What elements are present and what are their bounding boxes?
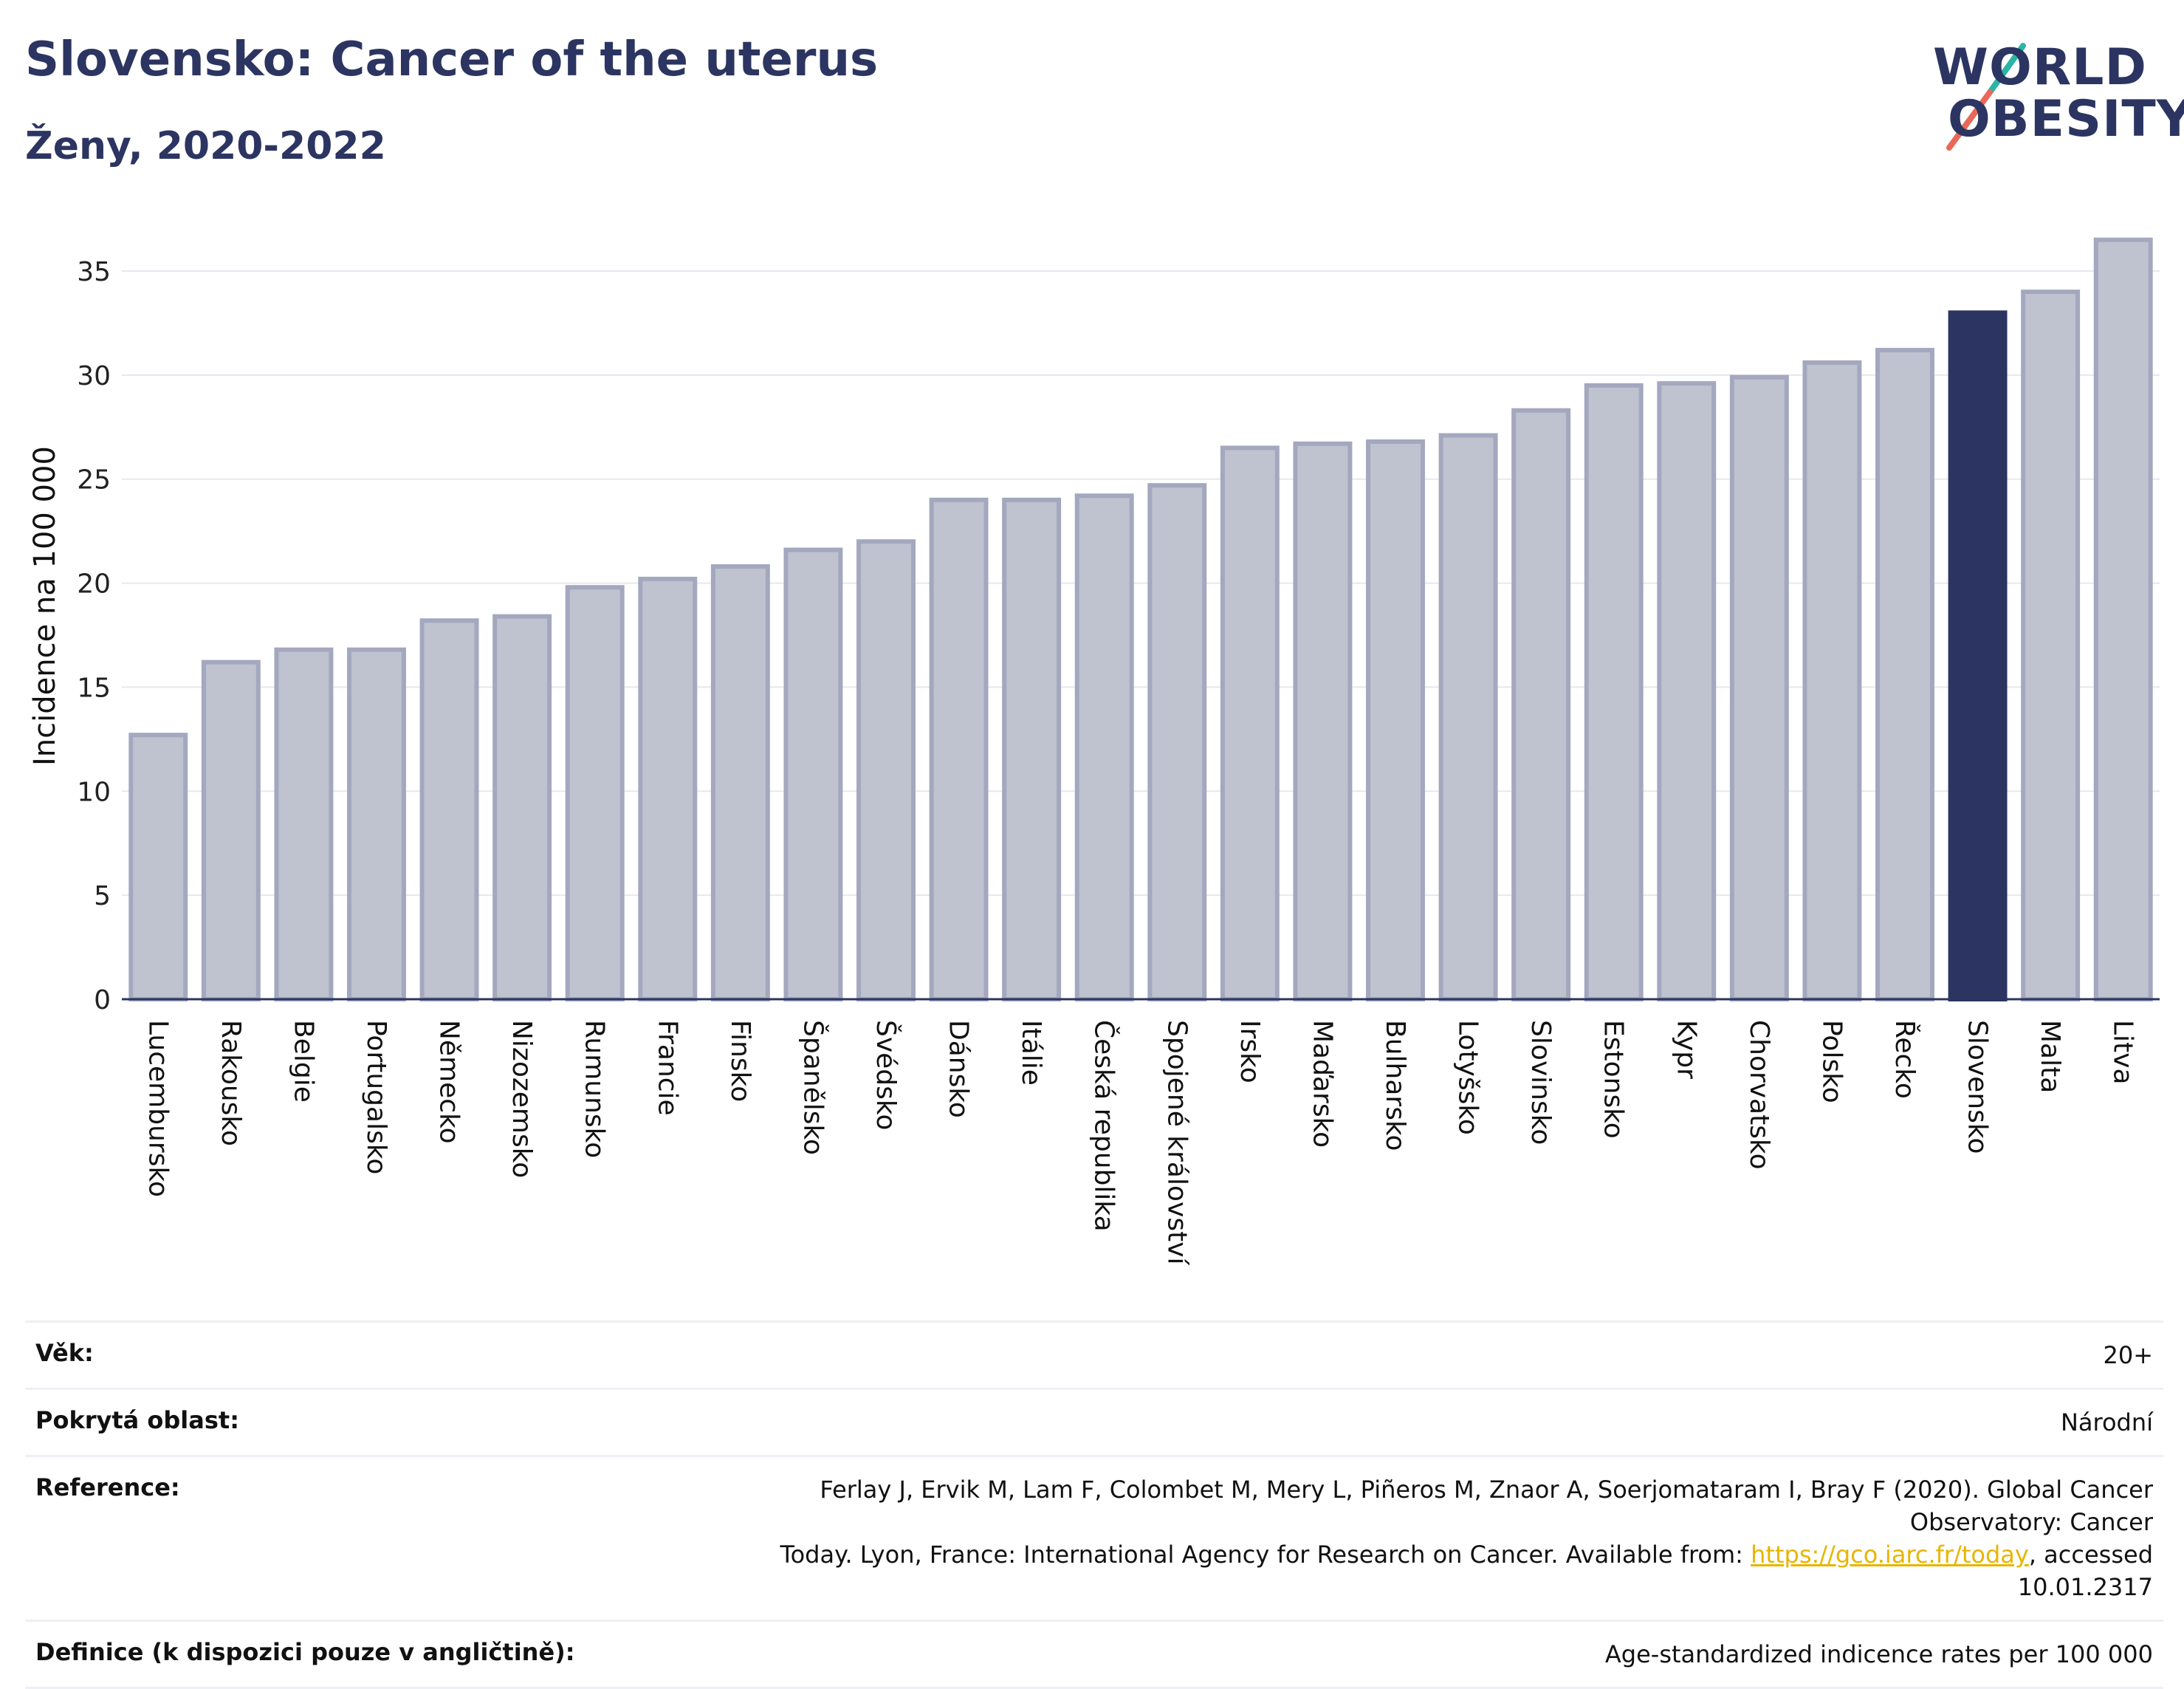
- metadata-table: Věk: 20+ Pokrytá oblast: Národní Referen…: [25, 1320, 2163, 1689]
- meta-definition-value: Age-standardized indicence rates per 100…: [710, 1620, 2163, 1689]
- y-tick-label: 15: [77, 673, 111, 703]
- world-obesity-logo: WORLD OBESITY: [1920, 30, 2184, 155]
- meta-row-area: Pokrytá oblast: Národní: [25, 1388, 2163, 1457]
- bar: [201, 660, 261, 1001]
- bar-chart: 0 5 10 15 20 25 30 35 Lucembursko Rakousko Belgie P…: [77, 237, 2160, 1266]
- x-tick-label: Litva: [2108, 1020, 2138, 1085]
- x-tick-label: Irsko: [1234, 1020, 1265, 1083]
- x-tick-label: Řecko: [1889, 1020, 1920, 1099]
- meta-age-label: Věk:: [25, 1320, 710, 1390]
- bar: [710, 564, 770, 1001]
- bar: [1293, 441, 1353, 1001]
- bar: [783, 547, 843, 1001]
- meta-area-label: Pokrytá oblast:: [25, 1388, 710, 1457]
- bar: [565, 585, 625, 1001]
- x-tick-label: Finsko: [725, 1020, 755, 1102]
- bar: [419, 618, 479, 1001]
- x-tick-label: Nizozemsko: [506, 1020, 537, 1178]
- meta-row-age: Věk: 20+: [25, 1320, 2163, 1390]
- bar: [856, 539, 916, 1001]
- bar: [1002, 497, 1062, 1001]
- bar: [1147, 483, 1207, 1001]
- reference-text-1: Ferlay J, Ervik M, Lam F, Colombet M, Me…: [820, 1476, 2153, 1536]
- x-tick-label: Dánsko: [944, 1020, 974, 1118]
- bar: [1220, 445, 1280, 1001]
- x-tick-label: Česká republika: [1089, 1020, 1120, 1232]
- meta-reference-value: Ferlay J, Ervik M, Lam F, Colombet M, Me…: [710, 1455, 2163, 1622]
- bar: [1948, 310, 2008, 1002]
- meta-row-reference: Reference: Ferlay J, Ervik M, Lam F, Col…: [25, 1455, 2163, 1622]
- bar: [1657, 381, 1717, 1001]
- x-tick-label: Lucembursko: [142, 1020, 173, 1197]
- x-tick-label: Malta: [2035, 1020, 2065, 1093]
- bar: [2021, 290, 2081, 1001]
- x-tick-label: Chorvatsko: [1744, 1020, 1774, 1170]
- y-axis-label-wrap: Incidence na 100 000: [28, 446, 72, 766]
- chart-title: Slovensko: Cancer of the uterus: [25, 32, 879, 87]
- bar: [638, 576, 698, 1001]
- logo-word-world: WORLD: [1933, 38, 2147, 97]
- y-tick-label: 20: [77, 569, 111, 600]
- reference-text-3: , accessed 10.01.2317: [2017, 1541, 2153, 1601]
- y-tick-label: 35: [77, 257, 111, 287]
- bar: [1511, 408, 1571, 1001]
- reference-text-2: Today. Lyon, France: International Agenc…: [780, 1541, 1751, 1569]
- meta-age-value: 20+: [710, 1320, 2163, 1390]
- y-tick-label: 5: [94, 881, 111, 911]
- x-tick-label: Bulharsko: [1380, 1020, 1410, 1151]
- meta-definition-label: Definice (k dispozici pouze v angličtině…: [25, 1620, 710, 1689]
- x-tick-label: Slovinsko: [1525, 1020, 1556, 1145]
- bar: [1875, 348, 1934, 1001]
- meta-area-value: Národní: [710, 1388, 2163, 1457]
- x-tick-label: Rakousko: [216, 1020, 246, 1146]
- y-tick-label: 25: [77, 465, 111, 496]
- x-tick-label: Belgie: [288, 1020, 318, 1103]
- bar: [2093, 237, 2153, 1002]
- logo-slash-icon: [1946, 43, 2026, 151]
- x-tick-label: Portugalsko: [361, 1020, 391, 1174]
- y-tick-label: 0: [94, 985, 111, 1015]
- x-tick-label: Slovensko: [1962, 1020, 1993, 1154]
- bar: [1438, 433, 1498, 1002]
- x-tick-label: Itálie: [1016, 1020, 1046, 1086]
- bar: [492, 614, 552, 1001]
- bar: [1074, 493, 1134, 1002]
- x-tick-label: Lotyšsko: [1453, 1020, 1483, 1135]
- reference-link[interactable]: https://gco.iarc.fr/today: [1751, 1541, 2029, 1569]
- x-tick-label: Estonsko: [1598, 1020, 1629, 1139]
- bar: [274, 647, 334, 1001]
- chart-subtitle: Ženy, 2020-2022: [25, 124, 386, 168]
- x-tick-label: Kypr: [1671, 1020, 1701, 1079]
- bar: [929, 497, 989, 1001]
- x-tick-label: Francie: [652, 1020, 682, 1116]
- y-tick-label: 30: [77, 361, 111, 391]
- bar: [128, 733, 188, 1001]
- bar: [1729, 374, 1789, 1002]
- bar: [1366, 439, 1425, 1001]
- x-tick-label: Španělsko: [797, 1020, 828, 1155]
- y-axis-label: Incidence na 100 000: [28, 445, 62, 766]
- x-tick-label: Švédsko: [870, 1020, 902, 1131]
- y-tick-label: 10: [77, 777, 111, 807]
- bar: [1584, 383, 1644, 1001]
- bar: [1802, 360, 1862, 1001]
- x-tick-label: Polsko: [1816, 1020, 1847, 1103]
- meta-reference-label: Reference:: [25, 1455, 710, 1622]
- x-tick-label: Německo: [434, 1020, 464, 1144]
- x-tick-label: Spojené království: [1161, 1020, 1192, 1266]
- logo-word-obesity: OBESITY: [1948, 90, 2184, 148]
- x-tick-label: Rumunsko: [580, 1020, 610, 1158]
- meta-row-definition: Definice (k dispozici pouze v angličtině…: [25, 1620, 2163, 1689]
- x-tick-label: Maďarsko: [1307, 1020, 1337, 1148]
- bar: [347, 647, 406, 1001]
